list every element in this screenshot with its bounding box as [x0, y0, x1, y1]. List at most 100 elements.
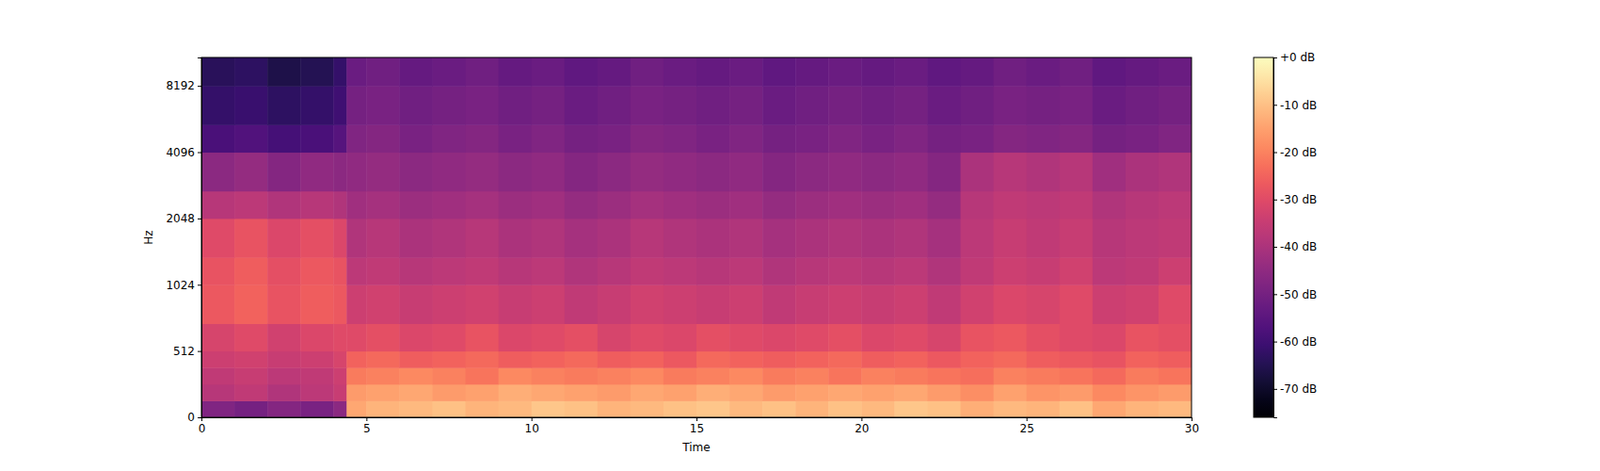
cell	[1158, 152, 1192, 192]
cell	[960, 284, 995, 324]
cell	[795, 384, 830, 401]
cell	[993, 124, 1028, 153]
cell	[762, 191, 797, 220]
cell	[465, 218, 500, 258]
cell	[267, 57, 302, 87]
cell	[663, 384, 698, 401]
cell	[333, 152, 348, 192]
cell	[1092, 85, 1127, 126]
cell	[564, 124, 599, 153]
cell	[630, 384, 665, 401]
cell	[346, 57, 368, 87]
cell	[267, 400, 302, 417]
x-tick-label: 30	[1184, 421, 1200, 435]
y-tick-label: 512	[173, 344, 195, 358]
cell	[366, 351, 400, 368]
cell	[663, 367, 698, 384]
cell	[201, 152, 236, 192]
cell	[696, 367, 731, 384]
cell	[333, 57, 348, 87]
cell	[366, 384, 400, 401]
cell	[597, 322, 632, 352]
cell	[960, 218, 995, 258]
cell	[762, 85, 797, 126]
x-tick: 20	[854, 416, 869, 435]
cell	[267, 256, 302, 286]
cell	[465, 384, 500, 401]
y-tick-mark	[197, 85, 202, 87]
cell	[432, 218, 466, 258]
cell	[828, 322, 863, 352]
cell	[663, 351, 698, 368]
cell	[300, 152, 335, 192]
cell	[795, 124, 830, 153]
x-tick-label: 25	[1020, 421, 1035, 435]
cell	[927, 218, 961, 258]
cell	[861, 152, 896, 192]
cell	[1125, 218, 1160, 258]
cell	[597, 384, 632, 401]
cell	[663, 191, 698, 220]
cell	[346, 384, 368, 401]
cell	[1092, 367, 1127, 384]
cell	[201, 400, 236, 417]
cell	[762, 57, 797, 87]
cell	[531, 85, 566, 126]
cell	[993, 191, 1028, 220]
colorbar-tick-label: -10 dB	[1280, 98, 1317, 112]
cell	[432, 400, 466, 417]
x-axis-title: Time	[681, 440, 710, 454]
cell	[1125, 57, 1160, 87]
cell	[663, 284, 698, 324]
cell	[729, 322, 764, 352]
cell	[861, 384, 896, 401]
cell	[861, 351, 896, 368]
cell	[399, 85, 433, 126]
cell	[1125, 322, 1160, 352]
cell	[465, 191, 500, 220]
cell	[960, 384, 995, 401]
cell	[960, 367, 995, 384]
cell	[300, 384, 335, 401]
cell	[795, 322, 830, 352]
y-tick-label: 4096	[165, 145, 195, 160]
cell	[993, 256, 1028, 286]
cell	[346, 218, 368, 258]
cell	[597, 152, 632, 192]
cell	[267, 351, 302, 368]
cell	[960, 400, 995, 417]
cell	[927, 384, 961, 401]
cell	[630, 191, 665, 220]
cell	[432, 124, 466, 153]
cell	[960, 322, 995, 352]
x-tick: 0	[198, 416, 207, 435]
cell	[861, 284, 896, 324]
cell	[267, 384, 302, 401]
cell	[828, 152, 863, 192]
cell	[399, 367, 433, 384]
cell	[1092, 384, 1127, 401]
cell	[828, 384, 863, 401]
cell	[300, 322, 335, 352]
cell	[1092, 256, 1127, 286]
x-tick: 10	[525, 416, 540, 435]
cell	[366, 256, 400, 286]
cell	[795, 152, 830, 192]
cell	[1026, 322, 1061, 352]
colorbar	[1253, 57, 1274, 417]
cell	[201, 351, 236, 368]
x-tick-label: 20	[854, 421, 869, 435]
cell	[1026, 284, 1061, 324]
cell	[1125, 85, 1160, 126]
cell	[1059, 152, 1094, 192]
cell	[861, 256, 896, 286]
cell	[399, 400, 433, 417]
cell	[333, 218, 348, 258]
colorbar-tick-mark	[1273, 199, 1278, 201]
cell	[795, 218, 830, 258]
cell	[564, 367, 599, 384]
cell	[234, 367, 269, 384]
cell	[432, 57, 466, 87]
cell	[366, 57, 400, 87]
cell	[861, 322, 896, 352]
